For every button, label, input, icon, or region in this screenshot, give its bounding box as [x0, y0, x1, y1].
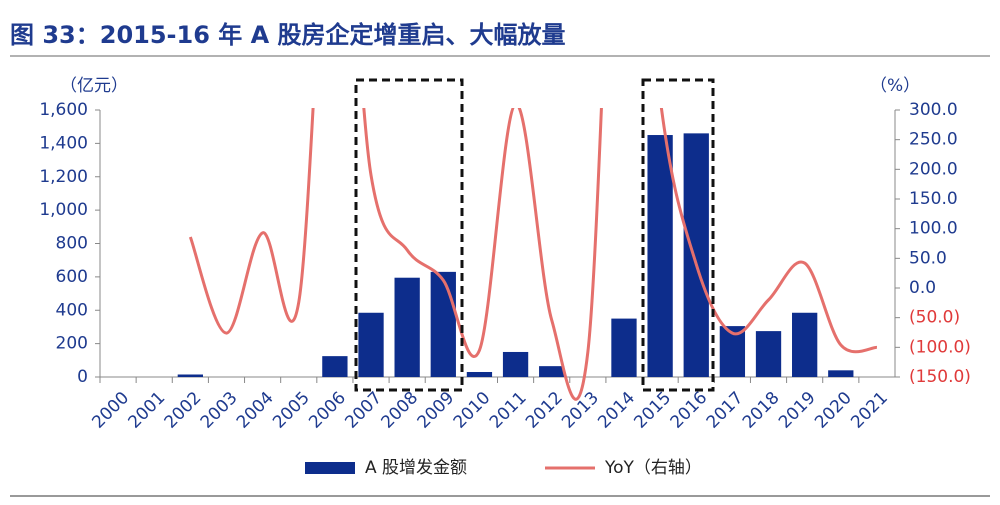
chart-title: 图 33：2015-16 年 A 股房企定增重启、大幅放量	[10, 21, 566, 49]
y-unit: （亿元）	[60, 76, 128, 96]
x-tick-label: 2016	[667, 388, 712, 433]
x-tick-label: 2004	[233, 388, 278, 433]
bar	[394, 277, 420, 377]
bar	[611, 318, 637, 377]
x-tick-label: 2010	[450, 388, 495, 433]
y-tick-label: 0	[77, 367, 88, 387]
x-tick-label: 2003	[197, 388, 242, 433]
bar	[466, 371, 493, 377]
bar	[755, 331, 782, 377]
y2-tick-label: 50.0	[909, 248, 947, 268]
bar	[792, 312, 818, 377]
y-tick-label: 200	[56, 334, 88, 354]
y2-tick-label: (150.0)	[909, 367, 971, 387]
x-tick-label: 2000	[88, 388, 133, 433]
x-tick-label: 2017	[703, 388, 748, 433]
x-tick-label: 2019	[775, 388, 820, 433]
x-tick-label: 2020	[811, 388, 856, 433]
legend-label: YoY（右轴）	[604, 458, 702, 478]
bar	[430, 271, 456, 377]
x-tick-label: 2011	[486, 388, 531, 433]
y-tick-label: 600	[56, 267, 88, 287]
x-tick-label: 2009	[414, 388, 459, 433]
x-tick-label: 2002	[161, 388, 206, 433]
y2-tick-label: (50.0)	[909, 308, 960, 328]
y-tick-label: 1,400	[39, 133, 88, 153]
x-tick-label: 2021	[847, 388, 892, 433]
y2-tick-label: 150.0	[909, 189, 958, 209]
highlight-box	[354, 78, 464, 392]
x-tick-label: 2008	[377, 388, 422, 433]
bar	[828, 370, 854, 377]
x-tick-label: 2005	[269, 388, 314, 433]
highlight-box	[641, 78, 715, 392]
y-tick-label: 400	[56, 300, 88, 320]
y2-tick-label: 200.0	[909, 159, 958, 179]
y-tick-label: 800	[56, 234, 88, 254]
bar	[502, 351, 529, 377]
x-tick-label: 2012	[522, 388, 567, 433]
x-tick-label: 2015	[630, 388, 675, 433]
legend-swatch	[305, 462, 355, 474]
y2-unit: （%）	[870, 76, 920, 96]
bar	[322, 356, 348, 377]
bar	[358, 312, 384, 377]
y2-tick-label: 100.0	[909, 219, 958, 239]
y-tick-label: 1,000	[39, 200, 88, 220]
legend-label: A 股增发金额	[365, 458, 467, 478]
y-tick-label: 1,600	[39, 100, 88, 120]
yoy-line	[188, 108, 878, 401]
bar	[177, 374, 203, 377]
y2-tick-label: (100.0)	[909, 337, 971, 357]
bar	[647, 135, 673, 377]
y-tick-label: 1,200	[39, 167, 88, 187]
y2-tick-label: 250.0	[909, 130, 958, 150]
bar	[539, 366, 565, 377]
x-tick-label: 2001	[125, 388, 170, 433]
plot: 0 200 400 600 800 1,000 1,200 1,400 1,600 (150.0)…	[39, 100, 971, 433]
y2-tick-label: 300.0	[909, 100, 958, 120]
x-tick-label: 2007	[341, 388, 386, 433]
x-tick-label: 2006	[305, 388, 350, 433]
x-tick-label: 2018	[739, 388, 784, 433]
bar	[683, 133, 709, 377]
y2-tick-label: 0.0	[909, 278, 936, 298]
x-tick-label: 2014	[594, 388, 639, 433]
